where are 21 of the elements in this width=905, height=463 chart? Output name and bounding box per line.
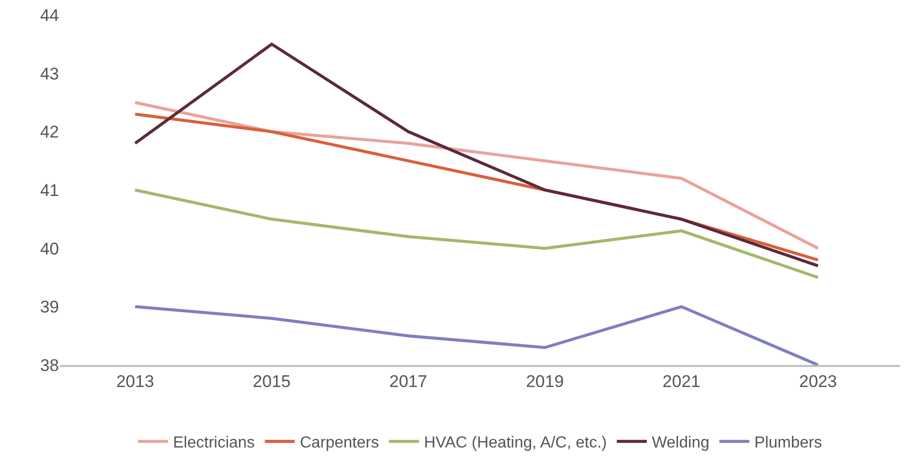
- y-tick-label: 38: [40, 356, 59, 375]
- legend-label: Welding: [652, 434, 710, 452]
- x-tick-label: 2015: [252, 372, 291, 392]
- legend-label: Electricians: [173, 434, 255, 452]
- line-series: [134, 188, 820, 279]
- x-tick-label: 2023: [799, 372, 837, 392]
- line-series: [134, 305, 820, 365]
- y-tick-label: 44: [40, 6, 59, 25]
- y-tick-label: 40: [40, 239, 59, 258]
- x-tick-label: 2021: [662, 372, 700, 392]
- y-tick-label: 42: [40, 122, 59, 142]
- legend-label: Carpenters: [300, 434, 379, 452]
- y-tick-label: 41: [40, 180, 59, 200]
- y-tick-label: 39: [40, 298, 59, 317]
- legend-label: Plumbers: [754, 434, 822, 452]
- x-tick-label: 2019: [526, 372, 564, 392]
- legend-label: HVAC (Heating, A/C, etc.): [424, 434, 607, 452]
- y-tick-label: 43: [40, 64, 59, 84]
- x-tick-label: 2017: [389, 372, 428, 392]
- x-tick-label: 2013: [116, 372, 154, 392]
- line-series: [134, 42, 820, 268]
